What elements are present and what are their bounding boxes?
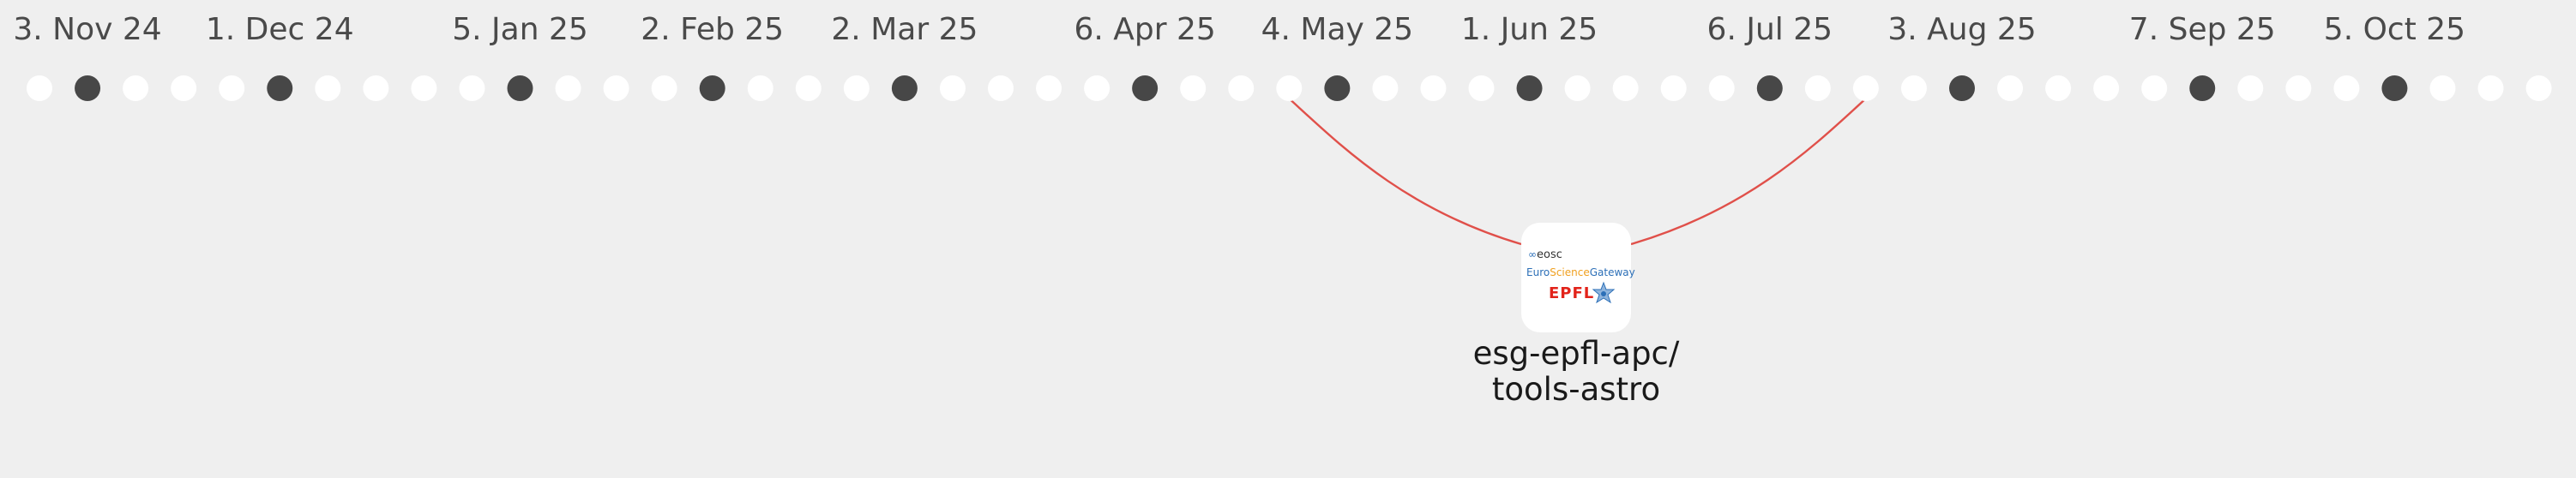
- timeline-dot-highlight[interactable]: [2381, 75, 2408, 101]
- timeline-dot[interactable]: [2525, 75, 2552, 101]
- timeline-dot[interactable]: [1708, 75, 1735, 101]
- timeline-dot-highlight[interactable]: [699, 75, 725, 101]
- timeline-dot[interactable]: [459, 75, 485, 101]
- date-label: 2. Feb 25: [641, 12, 785, 47]
- star-emblem-icon: [1592, 281, 1616, 304]
- date-label: 4. May 25: [1261, 12, 1414, 47]
- epfl-logo: EPFL: [1549, 284, 1595, 302]
- timeline-dot[interactable]: [2477, 75, 2504, 101]
- date-label: 5. Jan 25: [452, 12, 588, 47]
- timeline-dot[interactable]: [315, 75, 341, 101]
- date-label: 1. Jun 25: [1460, 12, 1598, 47]
- timeline-dot[interactable]: [1660, 75, 1687, 101]
- timeline-dot[interactable]: [27, 75, 52, 101]
- timeline-dot[interactable]: [1228, 75, 1255, 101]
- repo-name[interactable]: esg-epfl-apc/ tools-astro: [1473, 336, 1680, 408]
- timeline-dot[interactable]: [2093, 75, 2120, 101]
- timeline-dot-highlight[interactable]: [1949, 75, 1975, 101]
- date-label: 7. Sep 25: [2128, 12, 2276, 47]
- repo-name-line1: esg-epfl-apc/: [1472, 335, 1680, 372]
- connection-line-left: [1288, 98, 1522, 246]
- timeline-dot[interactable]: [2429, 75, 2456, 101]
- timeline-dot[interactable]: [1852, 75, 1879, 101]
- timeline-dot[interactable]: [219, 75, 245, 101]
- timeline-dot[interactable]: [1468, 75, 1495, 101]
- date-label: 6. Apr 25: [1074, 12, 1216, 47]
- repo-name-line2: tools-astro: [1491, 371, 1661, 408]
- timeline-dot[interactable]: [603, 75, 629, 101]
- timeline-dot[interactable]: [1036, 75, 1062, 101]
- connection-line-right: [1630, 98, 1867, 246]
- timeline-dot-highlight[interactable]: [1756, 75, 1783, 101]
- date-label: 3. Aug 25: [1887, 12, 2037, 47]
- timeline-dot[interactable]: [1180, 75, 1207, 101]
- timeline-dot[interactable]: [939, 75, 966, 101]
- date-label: 5. Oct 25: [2323, 12, 2466, 47]
- date-label: 1. Dec 24: [205, 12, 354, 47]
- timeline-dot[interactable]: [795, 75, 822, 101]
- esg-logo: EuroScienceGateway: [1526, 266, 1635, 278]
- timeline-dot[interactable]: [2285, 75, 2312, 101]
- timeline-dot[interactable]: [2045, 75, 2072, 101]
- timeline-dot[interactable]: [1084, 75, 1110, 101]
- timeline-dot[interactable]: [1997, 75, 2024, 101]
- timeline-dot[interactable]: [651, 75, 677, 101]
- timeline-dot[interactable]: [747, 75, 773, 101]
- timeline-dot[interactable]: [2237, 75, 2264, 101]
- eosc-logo: ∞eosc: [1528, 248, 1562, 261]
- timeline-dot[interactable]: [555, 75, 581, 101]
- timeline-dot[interactable]: [1372, 75, 1399, 101]
- timeline-dot[interactable]: [1900, 75, 1927, 101]
- timeline-dot[interactable]: [2141, 75, 2168, 101]
- date-label: 2. Mar 25: [831, 12, 978, 47]
- timeline-dot-highlight[interactable]: [1516, 75, 1543, 101]
- timeline-dot[interactable]: [411, 75, 437, 101]
- timeline-dot-highlight[interactable]: [891, 75, 918, 101]
- timeline-dot-highlight[interactable]: [1324, 75, 1351, 101]
- timeline-dot[interactable]: [1420, 75, 1447, 101]
- timeline-dot[interactable]: [171, 75, 197, 101]
- date-label: 6. Jul 25: [1706, 12, 1833, 47]
- timeline-dot-highlight[interactable]: [267, 75, 293, 101]
- timeline-dot[interactable]: [1612, 75, 1639, 101]
- timeline-dot[interactable]: [1276, 75, 1303, 101]
- timeline-dot[interactable]: [363, 75, 389, 101]
- timeline-dot[interactable]: [843, 75, 870, 101]
- timeline-dot[interactable]: [2333, 75, 2360, 101]
- timeline-dot-highlight[interactable]: [1132, 75, 1159, 101]
- date-label: 3. Nov 24: [13, 12, 162, 47]
- timeline-dot-highlight[interactable]: [2189, 75, 2216, 101]
- repo-logo-card[interactable]: ∞eosc EuroScienceGateway EPFL: [1521, 223, 1635, 332]
- timeline-dot-highlight[interactable]: [507, 75, 533, 101]
- timeline-dot[interactable]: [988, 75, 1014, 101]
- timeline-dot[interactable]: [1804, 75, 1831, 101]
- timeline-dot[interactable]: [123, 75, 149, 101]
- timeline-dot-highlight[interactable]: [75, 75, 101, 101]
- timeline-dot[interactable]: [1564, 75, 1591, 101]
